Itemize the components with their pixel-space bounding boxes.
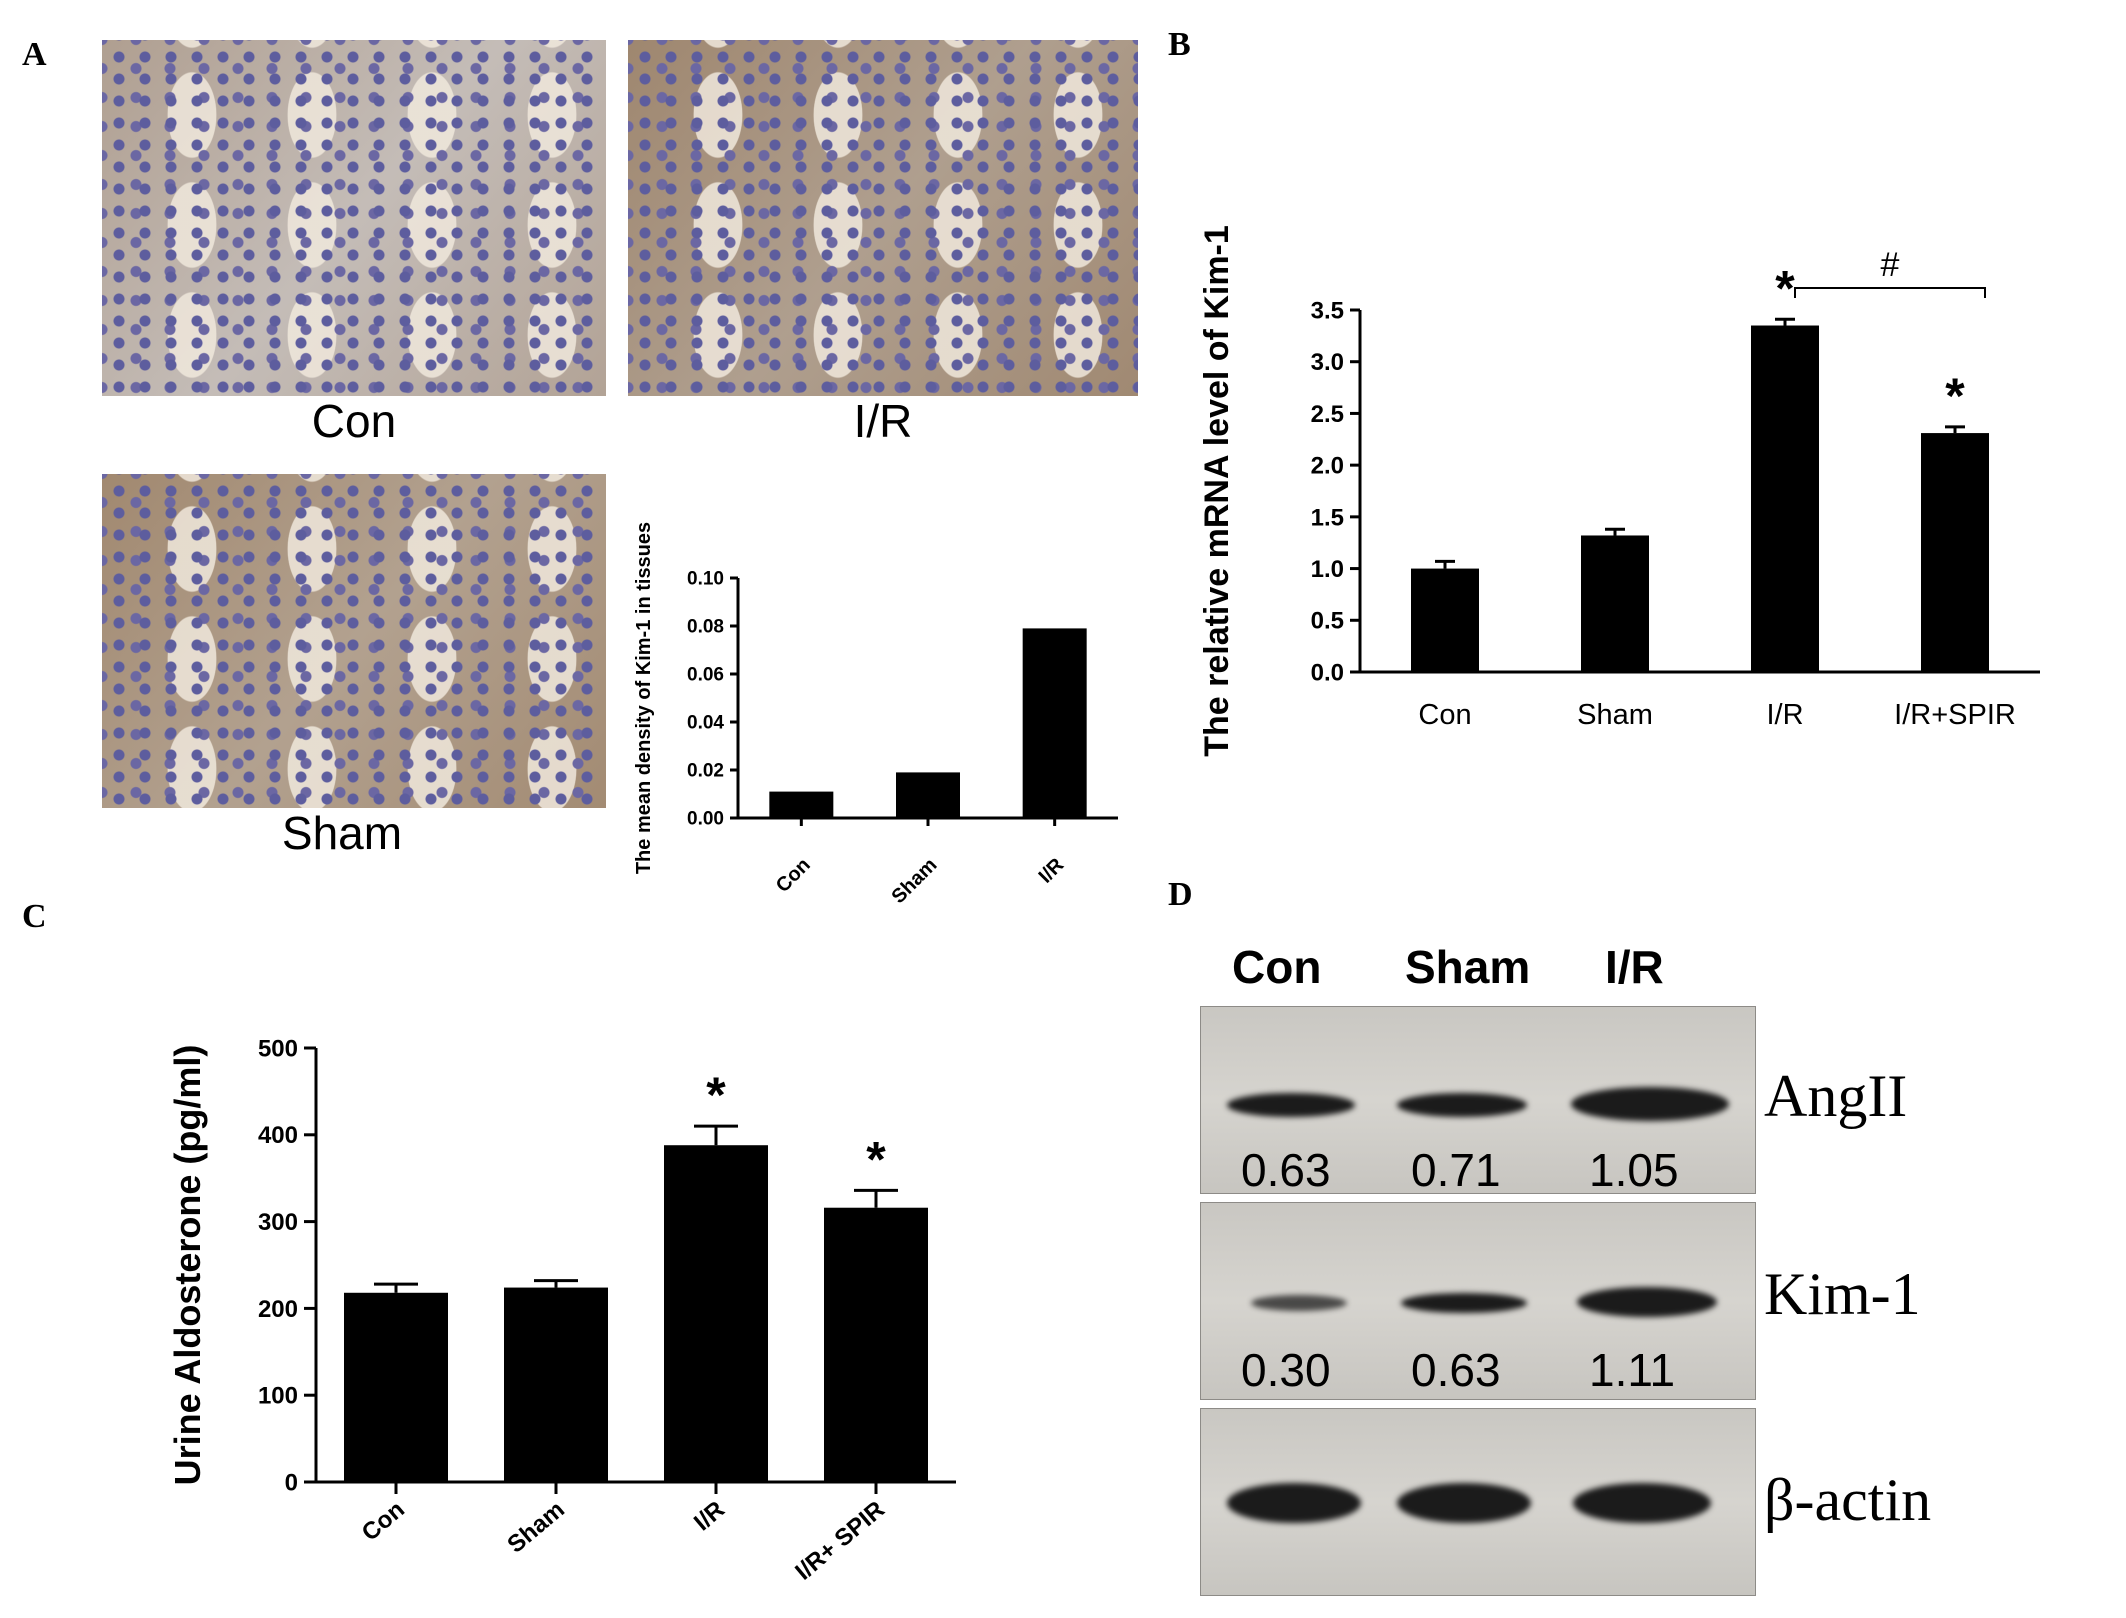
y-tick-label: 0 [285, 1469, 298, 1496]
bar [1921, 433, 1989, 672]
y-tick-label: 400 [258, 1122, 298, 1149]
x-tick-label: I/R [1766, 699, 1803, 731]
bar [1022, 628, 1087, 818]
x-tick-label: Sham [887, 854, 941, 908]
x-tick-label: I/R [1035, 854, 1069, 888]
blot-value-kim1-sham: 0.63 [1411, 1344, 1501, 1396]
micrograph-label-ir: I/R [853, 395, 913, 447]
y-tick-label: 2.0 [1311, 453, 1344, 480]
band-kim1-con [1251, 1295, 1347, 1311]
chart-a-kim1-density: 0.00 0.02 0.04 0.06 0.08 0.10 The mean density… [633, 522, 1118, 908]
blot-value-angii-ir: 1.05 [1589, 1144, 1679, 1196]
blot-strip-beta-actin [1200, 1408, 1756, 1596]
y-tick-label: 3.0 [1311, 349, 1344, 376]
y-tick-label: 1.5 [1311, 504, 1344, 531]
x-tick-label: I/R+ SPIR [790, 1496, 890, 1586]
x-tick-label: I/R+SPIR [1894, 699, 2016, 731]
x-tick-label: Sham [502, 1496, 569, 1559]
lane-label-con: Con [1232, 941, 1322, 993]
bar [1581, 535, 1649, 672]
bar [824, 1207, 928, 1482]
bar [769, 791, 834, 818]
panel-label-b: B [1168, 26, 1191, 63]
y-tick-label: 0.00 [687, 809, 724, 830]
blot-strip-angii: 0.63 0.71 1.05 [1200, 1006, 1756, 1196]
y-tick-label: 200 [258, 1296, 298, 1323]
chart-b-kim1-mrna: 0.0 0.5 1.0 1.5 2.0 2.5 3.0 3.5 The relative mRN… [1200, 225, 2040, 757]
micrograph-label-con: Con [311, 395, 397, 447]
y-tick-label: 2.5 [1311, 401, 1344, 428]
band-kim1-ir [1577, 1287, 1717, 1317]
bar [1751, 325, 1819, 672]
chart-c-urine-aldosterone: 0 100 200 300 400 500 Urine Aldosterone (pg/ml… [167, 1035, 956, 1586]
blot-strip-kim1: 0.30 0.63 1.11 [1200, 1202, 1756, 1400]
y-axis-label: The relative mRNA level of Kim-1 [1200, 225, 1236, 757]
significance-marker: * [866, 1131, 886, 1187]
significance-marker: * [1775, 260, 1795, 316]
y-axis-label: Urine Aldosterone (pg/ml) [167, 1045, 208, 1486]
y-tick-label: 0.02 [687, 761, 724, 782]
y-tick-label: 0.08 [687, 617, 724, 638]
bracket-label: # [1881, 246, 1900, 284]
bar [664, 1145, 768, 1482]
blot-name-kim1: Kim-1 [1764, 1261, 1921, 1327]
blot-value-kim1-ir: 1.11 [1589, 1344, 1676, 1396]
bar [504, 1287, 608, 1482]
band-actin-con [1227, 1483, 1361, 1523]
significance-bracket [1794, 287, 1986, 298]
panel-label-d: D [1168, 876, 1193, 913]
micrograph-sham [102, 474, 606, 808]
significance-marker: * [1945, 368, 1965, 424]
y-tick-label: 0.06 [687, 665, 724, 686]
y-tick-label: 500 [258, 1035, 298, 1062]
band-angii-con [1227, 1093, 1355, 1117]
lane-label-ir: I/R [1605, 941, 1664, 993]
y-tick-label: 0.5 [1311, 608, 1344, 635]
micrograph-label-sham: Sham [281, 807, 403, 859]
y-tick-label: 0.04 [687, 713, 724, 734]
y-tick-label: 3.5 [1311, 297, 1344, 324]
blot-name-angii: AngII [1764, 1063, 1908, 1129]
y-tick-label: 0.10 [687, 569, 724, 590]
significance-marker: * [706, 1067, 726, 1123]
blot-name-beta-actin: β-actin [1764, 1467, 1932, 1533]
y-tick-label: 100 [258, 1383, 298, 1410]
x-tick-label: Con [772, 854, 815, 897]
lane-label-sham: Sham [1405, 941, 1531, 993]
blot-value-angii-sham: 0.71 [1411, 1144, 1501, 1196]
x-tick-label: Con [1418, 699, 1471, 731]
blot-value-angii-con: 0.63 [1241, 1144, 1331, 1196]
panel-label-a: A [22, 36, 47, 73]
y-axis-label: The mean density of Kim-1 in tissues [633, 522, 655, 874]
bar [896, 772, 960, 818]
panel-label-c: C [22, 898, 47, 935]
band-kim1-sham [1401, 1293, 1527, 1313]
band-actin-sham [1397, 1483, 1531, 1523]
blot-value-kim1-con: 0.30 [1241, 1344, 1331, 1396]
micrograph-ir [628, 40, 1138, 396]
bar [1411, 568, 1479, 672]
micrograph-con [102, 40, 606, 396]
band-angii-sham [1397, 1093, 1527, 1117]
y-tick-label: 1.0 [1311, 556, 1344, 583]
x-tick-label: Sham [1577, 699, 1653, 731]
band-actin-ir [1573, 1483, 1711, 1523]
band-angii-ir [1571, 1087, 1729, 1121]
y-tick-label: 300 [258, 1209, 298, 1236]
y-tick-label: 0.0 [1311, 659, 1344, 686]
x-tick-label: Con [357, 1496, 410, 1547]
x-tick-label: I/R [689, 1496, 730, 1536]
bar [344, 1292, 448, 1482]
